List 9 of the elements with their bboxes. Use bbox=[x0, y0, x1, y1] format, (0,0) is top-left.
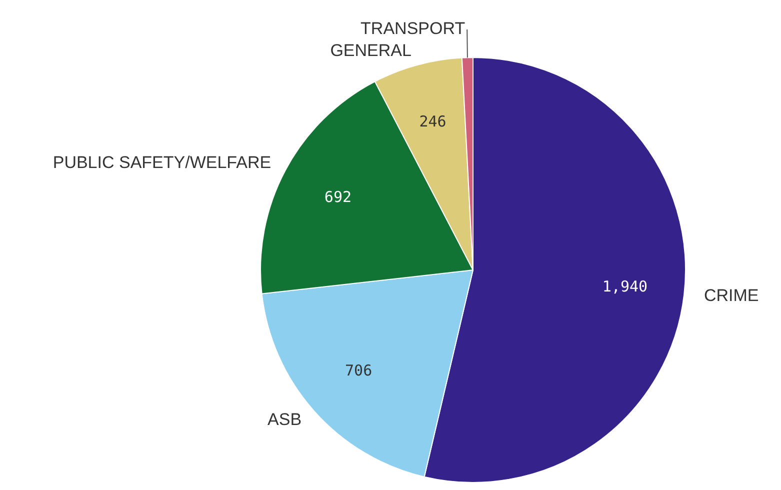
slice-label: PUBLIC SAFETY/WELFARE bbox=[52, 153, 272, 172]
slice-label: CRIME bbox=[704, 286, 759, 305]
slice-label: TRANSPORT bbox=[360, 19, 466, 38]
data-label: 692 bbox=[324, 188, 352, 206]
data-label: 706 bbox=[345, 361, 372, 380]
data-label: 1,940 bbox=[602, 278, 648, 296]
slice-label: ASB bbox=[268, 410, 302, 430]
slice-label: GENERAL bbox=[330, 41, 412, 60]
data-label: 246 bbox=[419, 112, 446, 130]
